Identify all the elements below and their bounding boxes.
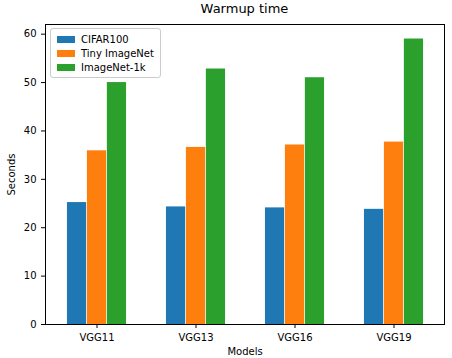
svg-text:VGG11: VGG11 [79,332,114,343]
svg-text:30: 30 [24,174,37,185]
svg-text:Seconds: Seconds [6,153,17,195]
svg-text:20: 20 [24,222,37,233]
html-text:Warmup time: Warmup time [200,1,289,16]
svg-text:VGG16: VGG16 [277,332,312,343]
html-text:Tiny ImageNet: Tiny ImageNet [81,47,154,59]
svg-text:10: 10 [24,270,37,281]
html-text:CIFAR100: CIFAR100 [81,33,129,45]
svg-text:60: 60 [24,28,37,39]
svg-text:VGG19: VGG19 [376,332,411,343]
html-text:ImageNet-1k: ImageNet-1k [81,61,146,73]
svg-text:0: 0 [30,319,36,330]
svg-text:50: 50 [24,77,37,88]
svg-text:VGG13: VGG13 [178,332,213,343]
svg-text:40: 40 [24,125,37,136]
svg-text:Models: Models [227,346,262,357]
